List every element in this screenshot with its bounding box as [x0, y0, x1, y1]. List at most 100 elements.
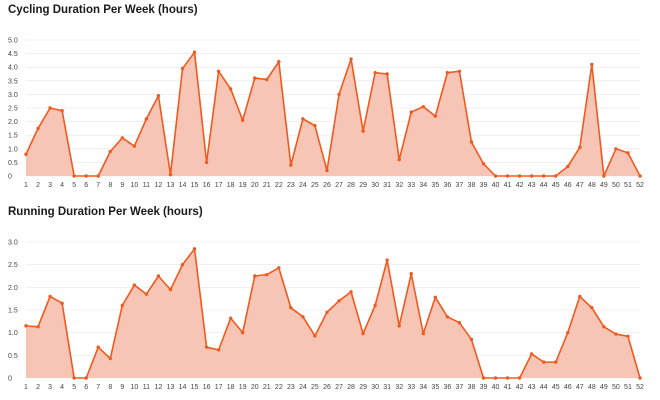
running-data-point [168, 287, 173, 292]
cycling-ytick-label: 1.0 [8, 146, 18, 153]
cycling-xtick-label: 35 [431, 182, 439, 189]
running-xtick-label: 30 [371, 384, 379, 391]
running-data-point [36, 325, 40, 329]
cycling-data-point [421, 104, 425, 109]
running-data-point [265, 272, 269, 277]
running-data-point [457, 320, 462, 325]
running-xtick-label: 18 [227, 384, 235, 391]
cycling-ytick-label: 2.0 [8, 119, 18, 126]
cycling-ytick-label: 1.5 [8, 133, 18, 140]
running-xtick-label: 37 [456, 384, 464, 391]
cycling-xtick-label: 12 [155, 182, 163, 189]
cycling-xtick-label: 9 [120, 182, 124, 189]
cycling-xtick-label: 21 [263, 182, 271, 189]
cycling-data-point [554, 174, 558, 178]
cycling-xtick-label: 42 [516, 182, 524, 189]
cycling-data-point [493, 174, 498, 178]
cycling-data-point [517, 174, 522, 178]
running-data-point [253, 274, 257, 278]
cycling-xtick-label: 30 [371, 182, 379, 189]
running-xtick-label: 42 [516, 384, 524, 391]
cycling-data-point [602, 174, 606, 178]
cycling-xtick-label: 5 [72, 182, 76, 189]
cycling-xtick-label: 23 [287, 182, 295, 189]
running-xtick-label: 22 [275, 384, 283, 391]
cycling-area-chart: 00.51.01.52.02.53.03.54.04.55.01 2 3 4 5 6 7 8 9… [8, 38, 644, 190]
running-data-point [590, 306, 594, 310]
running-xtick-label: 20 [251, 384, 259, 391]
running-chart-panel: Running Duration Per Week (hours) 0 0.5 1.… [0, 202, 660, 400]
cycling-xtick-label: 15 [191, 182, 199, 189]
cycling-xtick-label: 25 [311, 182, 319, 189]
running-data-point [228, 316, 233, 320]
running-xtick-label: 16 [203, 384, 211, 391]
running-data-point [421, 331, 425, 336]
running-xtick-label: 29 [359, 384, 367, 391]
running-data-point [385, 258, 389, 262]
cycling-xtick-label: 19 [239, 182, 247, 189]
running-series-line [25, 247, 641, 379]
running-data-point [602, 325, 606, 329]
cycling-xtick-label: 27 [335, 182, 343, 189]
cycling-data-point [301, 117, 305, 121]
running-xtick-label: 15 [191, 384, 199, 391]
cycling-data-point [253, 76, 257, 80]
running-xtick-label: 4 [60, 384, 64, 391]
running-ytick-label: 0 [8, 376, 12, 383]
running-xtick-label: 7 [96, 384, 100, 391]
running-xtick-label: 34 [419, 384, 427, 391]
running-data-point [529, 352, 534, 356]
cycling-area-fill [26, 52, 640, 176]
cycling-xtick-label: 51 [624, 182, 632, 189]
cycling-ytick-label: 3.5 [8, 78, 18, 85]
running-data-point [337, 299, 341, 303]
running-xtick-label: 35 [431, 384, 439, 391]
running-data-point [361, 331, 365, 336]
running-xtick-label: 23 [287, 384, 295, 391]
cycling-series-line [25, 51, 641, 177]
running-xtick-label: 38 [468, 384, 476, 391]
cycling-data-point [433, 114, 438, 118]
cycling-data-point [108, 149, 112, 154]
running-data-point [180, 262, 185, 267]
cycling-xtick-label: 17 [215, 182, 223, 189]
running-data-point [132, 283, 137, 287]
cycling-xtick-label: 16 [203, 182, 211, 189]
running-xtick-label: 19 [239, 384, 247, 391]
running-ytick-label: 1.5 [8, 308, 18, 315]
cycling-xtick-label: 43 [528, 182, 536, 189]
cycling-data-point [397, 157, 401, 162]
cycling-xtick-label: 46 [564, 182, 572, 189]
cycling-xtick-label: 38 [468, 182, 476, 189]
running-xtick-label: 44 [540, 384, 548, 391]
cycling-xtick-label: 40 [492, 182, 500, 189]
running-data-point [505, 376, 510, 380]
running-area-fill [26, 248, 640, 378]
cycling-data-point [265, 77, 269, 82]
running-data-point [48, 294, 52, 299]
cycling-data-point [168, 172, 173, 177]
running-xtick-label: 3 [48, 384, 52, 391]
cycling-data-point [313, 123, 317, 128]
cycling-xtick-label: 11 [143, 182, 150, 189]
cycling-xtick-label: 4 [60, 182, 64, 189]
running-data-point [469, 337, 474, 342]
cycling-ytick-label: 0.5 [8, 160, 18, 167]
running-data-point [626, 334, 630, 338]
cycling-xtick-label: 10 [130, 182, 138, 189]
running-xtick-label: 2 [36, 384, 40, 391]
running-data-point [216, 348, 221, 352]
cycling-xtick-label: 28 [347, 182, 355, 189]
running-data-point [517, 376, 522, 380]
running-xtick-label: 43 [528, 384, 536, 391]
cycling-data-point [578, 145, 582, 150]
running-data-point [96, 345, 100, 349]
cycling-xtick-label: 47 [576, 182, 584, 189]
running-data-point [313, 334, 317, 338]
running-data-point [60, 301, 64, 305]
running-xtick-label: 14 [179, 384, 187, 391]
running-data-point [144, 292, 149, 296]
cycling-xtick-label: 31 [383, 182, 391, 189]
running-data-point [192, 247, 197, 251]
cycling-data-point [469, 140, 474, 144]
